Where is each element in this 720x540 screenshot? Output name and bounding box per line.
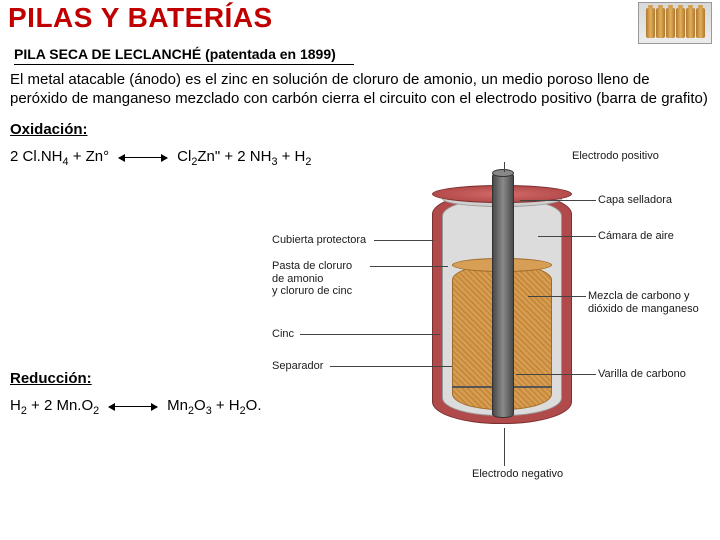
- label-rod: Varilla de carbono: [598, 368, 686, 381]
- oxidation-label: Oxidación:: [0, 109, 720, 148]
- battery-diagram: Electrodo positivo Cubierta protectora P…: [272, 150, 702, 510]
- batteries-thumbnail: [638, 2, 712, 44]
- description-text: El metal atacable (ánodo) es el zinc en …: [0, 71, 720, 109]
- double-arrow-icon: [119, 157, 167, 158]
- label-electrode-positive: Electrodo positivo: [572, 150, 659, 163]
- double-arrow-icon: [109, 406, 157, 407]
- label-air: Cámara de aire: [598, 230, 674, 243]
- label-separator: Separador: [272, 360, 323, 373]
- page-title: PILAS Y BATERÍAS: [8, 2, 273, 34]
- label-electrode-negative: Electrodo negativo: [472, 468, 563, 481]
- label-zinc: Cinc: [272, 328, 294, 341]
- label-seal: Capa selladora: [598, 194, 672, 207]
- subtitle: PILA SECA DE LECLANCHÉ (patentada en 189…: [14, 46, 354, 65]
- label-mix: Mezcla de carbono y dióxido de manganeso: [588, 290, 702, 315]
